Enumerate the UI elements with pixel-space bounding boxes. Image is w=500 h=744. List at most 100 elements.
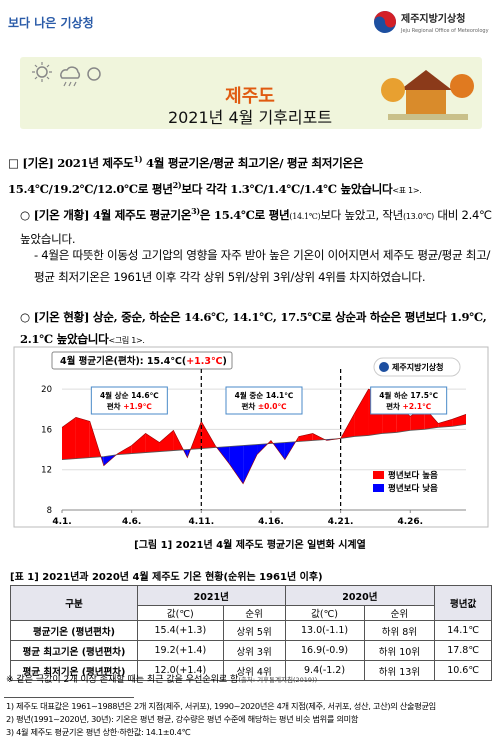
- subheader-cell: 순위: [222, 605, 286, 621]
- banner-title: 제주도: [225, 86, 275, 107]
- legend-label: 평년보다 낮음: [388, 483, 438, 494]
- subheader-cell: 순위: [363, 605, 436, 621]
- annotation-text: 4월 중순 14.1℃: [235, 390, 294, 400]
- chart-frame: [13, 346, 489, 528]
- text: 4월은 따뜻한 이동성 고기압의 영향을 자주 받아 높은 기온이 이어지면서 …: [34, 248, 491, 284]
- bullet: ○: [20, 207, 30, 222]
- annotation-label: 편차: [107, 401, 123, 411]
- table-cell: 상위 5위: [222, 620, 286, 641]
- table-cell: 하위 8위: [363, 620, 436, 641]
- table-cell: 9.4(-1.2): [284, 660, 365, 681]
- annotation-label: 편차: [241, 401, 257, 411]
- table-row: 평균 최고기온 (평년편차) 19.2(+1.4) 상위 3위 16.9(-0.9) 하…: [10, 640, 492, 661]
- table-cell: 평균기온 (평년편차): [10, 620, 138, 641]
- legend-swatch: [373, 484, 384, 492]
- chart-title: 4월 평균기온(편차): 15.4℃(+1.3℃): [60, 355, 227, 367]
- table-cell: 19.2(+1.4): [137, 640, 224, 661]
- logo-right-en: Jeju Regional Office of Meteorology: [400, 28, 489, 34]
- chart-title-text: 4월 평균기온(편차): 15.4℃(: [60, 355, 186, 367]
- anomaly-fill: [75, 417, 90, 459]
- annotation-label: 편차: [386, 401, 402, 411]
- x-tick-label: 4.6.: [122, 517, 141, 527]
- logo-right-emblem: 제주지방기상청 Jeju Regional Office of Meteorol…: [374, 11, 489, 34]
- anomaly-fill: [131, 433, 146, 454]
- table-caption: [표 1] 2021년과 2020년 4월 제주도 기온 현황(순위는 1961…: [10, 572, 323, 583]
- annotation-sub: 편차 +1.9℃: [107, 401, 152, 411]
- logo-right: 제주지방기상청: [401, 12, 465, 25]
- paragraph-4: ○ [기온 현황] 상순, 중순, 하순은 14.6℃, 14.1℃, 17.5…: [20, 306, 494, 352]
- footnotes: 1) 제주도 대표값은 1961~1988년은 2개 지점(제주, 서귀포), …: [6, 700, 436, 739]
- bullet: □: [8, 155, 19, 170]
- text: 은 15.4℃로 평년: [199, 207, 290, 222]
- annotation-value: +2.1℃: [403, 402, 432, 411]
- banner-subtitle: 2021년 4월 기후리포트: [167, 108, 333, 127]
- chart-title-value: +1.3℃: [186, 356, 222, 367]
- footnote: 3) 4월 제주도 평균기온 평년 상한·하한값: 14.1±0.4℃: [6, 727, 191, 737]
- paragraph-2: ○ [기온 개황] 4월 제주도 평균기온3)은 15.4℃로 평년(14.1℃…: [20, 200, 494, 250]
- table: 구분 2021년 2020년 평년값 값(℃) 순위 값(℃) 순위 평균기온 …: [10, 585, 492, 681]
- text: 보다 각각 1.3℃/1.4℃/1.4℃ 높았습니다: [181, 181, 393, 196]
- annotation-box: [225, 386, 303, 415]
- table-row: 평균기온 (평년편차) 15.4(+1.3) 상위 5위 13.0(-1.1) 하위 8…: [10, 620, 492, 641]
- annotation-value: ±0.0℃: [258, 402, 287, 411]
- annotation-box: [90, 386, 168, 415]
- table-cell: 10.6℃: [434, 660, 492, 681]
- footnote-rule: [4, 697, 134, 698]
- footnote: 1) 제주도 대표값은 1961~1988년은 2개 지점(제주, 서귀포), …: [6, 701, 436, 711]
- table-row: 평균 최저기온 (평년편차) 12.0(+1.4) 상위 4위 9.4(-1.2) 하위…: [10, 660, 492, 681]
- legend-label: 평년보다 높음: [388, 470, 438, 481]
- anomaly-fill: [145, 433, 160, 453]
- table-cell: 13.0(-1.1): [284, 620, 365, 641]
- annotation-text: 4월 하순 17.5℃: [379, 390, 438, 400]
- figure-caption: [그림 1] 2021년 4월 제주도 평균기온 일변화 시계열: [134, 540, 366, 551]
- anomaly-fill: [229, 445, 244, 484]
- anomaly-fill: [354, 389, 369, 437]
- text: [기온] 2021년 제주도: [22, 155, 134, 170]
- bullet: -: [34, 248, 38, 262]
- annotation-sub: 편차 ±0.0℃: [241, 401, 286, 411]
- anomaly-fill: [159, 430, 174, 452]
- table-cell: 15.4(+1.3): [137, 620, 224, 641]
- chart-title-end: ): [222, 356, 226, 367]
- text: [기온 개황] 4월 제주도 평균기온: [33, 207, 192, 222]
- x-tick-label: 4.21.: [328, 517, 354, 527]
- annotation-sub: 편차 +2.1℃: [386, 401, 431, 411]
- text: (13.0℃): [403, 211, 434, 221]
- text: [기온 현황] 상순, 중순, 하순은 14.6℃, 14.1℃, 17.5℃로…: [20, 310, 487, 346]
- chart-logo: 제주지방기상청: [392, 362, 444, 372]
- table-cell: 상위 3위: [222, 640, 286, 661]
- text: (14.1℃): [289, 211, 321, 221]
- subheader-cell: 값(℃): [137, 605, 224, 621]
- header-cell: 2020년: [284, 585, 436, 606]
- footnote-ref: 1): [133, 154, 143, 164]
- x-tick-label: 4.1.: [52, 517, 71, 527]
- legend-swatch: [373, 471, 384, 479]
- anomaly-fill: [438, 419, 453, 428]
- text: 대비 2.4℃ 높았습니다.: [20, 207, 492, 246]
- table-cell: 14.1℃: [434, 620, 492, 641]
- anomaly-fill: [201, 421, 216, 449]
- table-cell: 하위 10위: [363, 640, 436, 661]
- note: ※ 같은 극값이 2개 이상 존재할 때는 최근 값을 우선순위로 함: [6, 675, 239, 685]
- x-tick-label: 4.26.: [397, 517, 423, 527]
- header-cell: 평년값: [434, 585, 492, 621]
- table-cell: 16.9(-0.9): [284, 640, 365, 661]
- table-body: 평균기온 (평년편차) 15.4(+1.3) 상위 5위 13.0(-1.1) 하위 8…: [10, 620, 492, 681]
- y-tick-label: 8: [47, 506, 52, 516]
- annotation-value: +1.9℃: [123, 402, 152, 411]
- table-cell: 하위 13위: [363, 660, 436, 681]
- y-tick-label: 16: [41, 425, 52, 435]
- chart-title-box: [51, 351, 233, 370]
- anomaly-fill: [62, 417, 76, 460]
- text: 보다 높았고, 작년: [320, 207, 404, 222]
- table-cell: 17.8℃: [434, 640, 492, 661]
- chart: 4월 평균기온(편차): 15.4℃(+1.3℃) 제주지방기상청 8 12 16 20 4…: [13, 346, 489, 528]
- ref: <그림 1>.: [108, 336, 145, 345]
- table-cell: 평균 최고기온 (평년편차): [10, 640, 138, 661]
- weather-icons: [32, 62, 101, 87]
- annotation-box: [370, 386, 448, 415]
- ref: <표 1>.: [392, 185, 422, 195]
- logo-left: 보다 나은 기상청: [8, 16, 94, 30]
- annotation-text: 4월 상순 14.6℃: [100, 390, 159, 400]
